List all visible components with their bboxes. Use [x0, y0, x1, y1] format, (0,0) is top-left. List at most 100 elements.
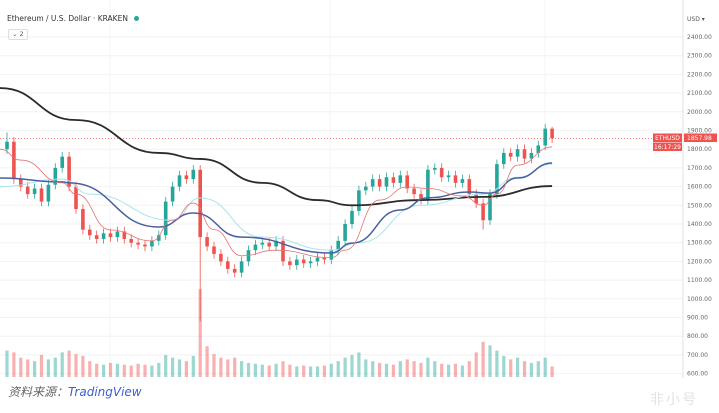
price-tick-label: 1600.00 [687, 184, 712, 191]
volume-bar [226, 359, 230, 377]
volume-bar [26, 359, 30, 377]
volume-bar [88, 361, 92, 377]
volume-bar [205, 346, 209, 377]
volume-bar [322, 365, 326, 377]
candle-body [377, 179, 382, 187]
candle-body [5, 141, 9, 150]
candle-body [253, 244, 258, 251]
volume-bar [5, 350, 9, 377]
volume-bar [233, 357, 237, 377]
last-price-value: 1857.98 [687, 135, 712, 142]
volume-bar [550, 366, 554, 377]
candle-body [232, 268, 237, 273]
currency-selector[interactable]: USD ▾ [687, 16, 705, 23]
volume-bar [371, 361, 375, 377]
volume-bar [302, 365, 306, 377]
candle-body [205, 237, 209, 247]
candle-body [453, 175, 458, 183]
candle-body [288, 261, 292, 266]
volume-bar [357, 352, 361, 377]
source-caption: 资料来源：TradingView [8, 383, 142, 400]
candle-body [322, 257, 327, 260]
volume-bar [198, 289, 202, 377]
watermark-logo: 非小号 [650, 392, 698, 408]
candle-body [357, 190, 361, 211]
volume-bar [288, 364, 292, 377]
candle-body [508, 152, 513, 157]
volume-bar [177, 359, 182, 377]
candle-body [412, 188, 416, 195]
price-tick-label: 1700.00 [687, 165, 712, 172]
symbol-tag: ETHUSD [655, 135, 680, 142]
candle-body [94, 235, 99, 239]
volume-bar [315, 366, 320, 377]
price-tick-label: 1500.00 [687, 202, 712, 209]
volume-bar [67, 350, 71, 377]
volume-bar [433, 361, 437, 377]
volume-bar [495, 350, 499, 377]
volume-bar [115, 363, 119, 377]
volume-bar [150, 365, 154, 377]
candle-body [101, 233, 106, 239]
source-label: 资料来源： [8, 385, 69, 399]
volume-bar [184, 361, 188, 377]
volume-bar [295, 366, 299, 377]
candle-body [488, 194, 492, 221]
candle-body [350, 210, 354, 224]
candle-body [60, 156, 64, 168]
volume-bar [412, 361, 416, 377]
volume-bar [309, 366, 313, 377]
price-tick-label: 700.00 [687, 352, 708, 359]
price-tag-bg [684, 133, 717, 142]
indicators-toggle-button[interactable]: ⌄ 2 [8, 29, 28, 40]
candle-body [543, 128, 547, 146]
candle-body [398, 175, 403, 183]
price-tick-label: 1200.00 [687, 258, 712, 265]
volume-bar [502, 355, 506, 377]
candle-body [446, 175, 451, 178]
volume-bar [274, 363, 278, 377]
volume-bar [426, 357, 430, 377]
volume-bar [102, 364, 106, 377]
volume-bar [191, 355, 195, 377]
candle-body [502, 152, 506, 165]
candle-body [481, 203, 485, 221]
price-axis[interactable]: 2400.00 2300.00 2200.00 2100.00 2000.00 1900.… [687, 34, 712, 378]
volume-bar [405, 359, 409, 377]
candle-body [246, 250, 251, 262]
candle-body [39, 188, 44, 202]
grid-lines [0, 0, 683, 378]
price-tick-label: 2300.00 [687, 53, 712, 60]
candle-body [474, 194, 478, 204]
volume-bar [240, 361, 244, 377]
volume-bar [529, 362, 533, 377]
candle-body [115, 231, 120, 238]
volume-bar [219, 357, 223, 377]
candle-body [184, 175, 189, 180]
price-tick-label: 600.00 [687, 371, 708, 378]
candle-body [170, 186, 175, 202]
volume-bar [536, 361, 540, 377]
volume-bar [509, 359, 513, 377]
candle-body [308, 261, 313, 264]
candle-body [67, 156, 71, 187]
volume-bar [212, 354, 216, 377]
candle-body [53, 167, 58, 185]
volume-bar [53, 357, 57, 377]
price-tick-label: 2200.00 [687, 71, 712, 78]
candle-body [226, 261, 230, 269]
candle-body [219, 253, 223, 262]
candle-body [419, 194, 423, 200]
volume-bar [336, 361, 340, 377]
price-tick-label: 900.00 [687, 315, 708, 322]
volume-bar [391, 364, 395, 377]
candle-body [74, 186, 78, 210]
candle-body [157, 235, 161, 241]
candle-body [529, 152, 534, 159]
candle-body [19, 179, 23, 187]
price-tick-label: 2000.00 [687, 109, 712, 116]
price-tick-label: 1100.00 [687, 277, 712, 284]
countdown-tag-bg [653, 142, 682, 151]
candle-body [550, 128, 554, 139]
